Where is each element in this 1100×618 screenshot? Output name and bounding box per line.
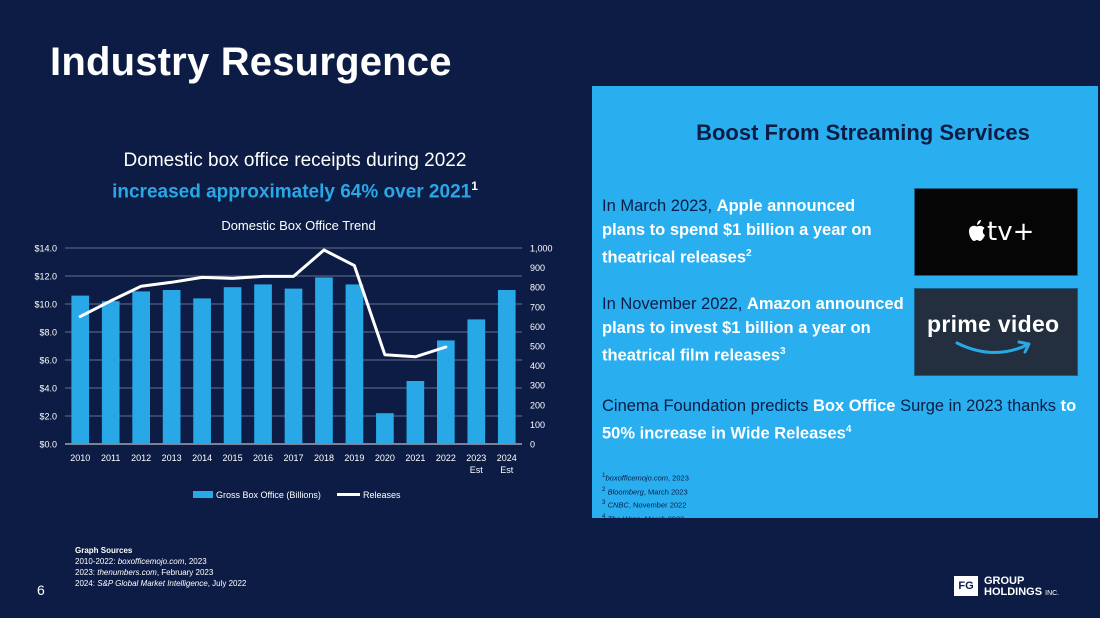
y-right-tick-label: 600 — [530, 322, 545, 332]
x-tick-label: 2014 — [192, 453, 212, 463]
bar — [406, 381, 425, 444]
prime-video-logo: prime video — [914, 288, 1078, 376]
y-right-tick-label: 300 — [530, 381, 545, 391]
footnote: 2 Bloomberg, March 2023 — [602, 485, 688, 497]
panel-heading: Boost From Streaming Services — [696, 120, 1030, 145]
apple-point: In March 2023, Apple announced plans to … — [602, 197, 872, 267]
x-tick-label: 2012 — [131, 453, 151, 463]
graph-sources: Graph Sources 2010-2022: boxofficemojo.c… — [75, 545, 246, 589]
bar — [254, 284, 272, 444]
y-left-tick-label: $8.0 — [39, 328, 57, 338]
headline-footnote-ref: 1 — [471, 179, 478, 193]
apple-tv-logo: tv+ — [914, 188, 1078, 276]
y-left-tick-label: $2.0 — [39, 412, 57, 422]
bar — [436, 340, 455, 444]
x-tick-label: 2022 — [436, 453, 456, 463]
y-right-tick-label: 900 — [530, 263, 545, 273]
x-tick-label: 2013 — [162, 453, 182, 463]
graph-source-line: 2023: thenumbers.com, February 2023 — [75, 568, 214, 577]
x-tick-label: 2019 — [344, 453, 364, 463]
bar — [497, 290, 516, 444]
bar — [467, 319, 486, 444]
apple-tv-wordmark: tv+ — [967, 217, 1034, 247]
graph-source-line: 2024: S&P Global Market Intelligence, Ju… — [75, 579, 247, 588]
x-tick-label: 2020 — [375, 453, 395, 463]
slide-title: Industry Resurgence — [50, 40, 452, 84]
bar — [284, 288, 303, 444]
bar — [71, 295, 90, 444]
bar — [315, 277, 333, 444]
y-left-tick-label: $4.0 — [39, 384, 57, 394]
headline-line2-text: increased approximately 64% over 2021 — [112, 181, 472, 203]
x-tick-label: 2023 — [466, 453, 486, 463]
prime-video-wordmark: prime video — [927, 311, 1060, 337]
legend-line-label: Releases — [363, 490, 401, 500]
chart-title: Domestic Box Office Trend — [221, 218, 375, 233]
x-tick-label: 2016 — [253, 453, 273, 463]
footnote: 4 The Wrap, March 2023 — [602, 512, 685, 524]
y-left-tick-label: $0.0 — [39, 440, 57, 450]
x-tick-sublabel: Est — [470, 465, 484, 475]
graph-source-line: 2010-2022: boxofficemojo.com, 2023 — [75, 557, 207, 566]
headline: Domestic box office receipts during 2022… — [60, 148, 530, 205]
y-left-tick-label: $14.0 — [34, 244, 57, 254]
y-right-tick-label: 100 — [530, 420, 545, 430]
y-right-tick-label: 200 — [530, 400, 545, 410]
bar — [223, 287, 242, 444]
streaming-panel: Boost From Streaming Services In March 2… — [592, 86, 1098, 523]
footnote: 3 CNBC, November 2022 — [602, 499, 687, 510]
x-tick-label: 2021 — [405, 453, 425, 463]
y-left-tick-label: $6.0 — [39, 356, 57, 366]
y-left-tick-label: $12.0 — [34, 272, 57, 282]
headline-line2: increased approximately 64% over 20211 — [60, 173, 530, 205]
bar — [376, 413, 394, 444]
amazon-smile-icon — [955, 340, 1031, 355]
apple-icon — [969, 220, 985, 241]
bar — [132, 291, 151, 444]
x-tick-label: 2010 — [70, 453, 90, 463]
x-tick-label: 2015 — [223, 453, 243, 463]
bar — [193, 298, 211, 444]
legend-bar-swatch — [193, 491, 213, 498]
x-tick-label: 2018 — [314, 453, 334, 463]
y-right-tick-label: 1,000 — [530, 244, 553, 254]
y-left-tick-label: $10.0 — [34, 300, 57, 310]
y-right-tick-label: 400 — [530, 361, 545, 371]
y-right-tick-label: 0 — [530, 440, 535, 450]
fg-mark: FG — [954, 576, 978, 596]
x-tick-sublabel: Est — [500, 465, 514, 475]
y-right-tick-label: 500 — [530, 342, 545, 352]
footnote: 1boxofficemojo.com, 2023 — [602, 472, 689, 483]
fg-wordmark: GROUP HOLDINGS INC. — [984, 575, 1060, 598]
bar — [162, 290, 181, 444]
y-right-tick-label: 800 — [530, 283, 545, 293]
legend-bar-label: Gross Box Office (Billions) — [216, 490, 321, 500]
headline-line1: Domestic box office receipts during 2022 — [123, 150, 467, 171]
x-tick-label: 2011 — [101, 453, 120, 463]
y-right-tick-label: 700 — [530, 302, 545, 312]
bar — [101, 301, 120, 444]
x-tick-label: 2017 — [283, 453, 303, 463]
amazon-point: In November 2022, Amazon announced plans… — [602, 295, 904, 365]
page-number: 6 — [37, 582, 45, 598]
bar — [345, 284, 364, 444]
box-office-chart: Domestic Box Office Trend $0.0 $2.0 $4.0 $6.… — [34, 218, 553, 500]
graph-sources-title: Graph Sources — [75, 546, 133, 555]
x-tick-label: 2024 — [497, 453, 517, 463]
releases-line — [78, 248, 448, 359]
panel-footnotes: 1boxofficemojo.com, 2023 2 Bloomberg, Ma… — [602, 470, 689, 524]
cinema-foundation-point: Cinema Foundation predicts Box Office Su… — [602, 397, 1077, 443]
